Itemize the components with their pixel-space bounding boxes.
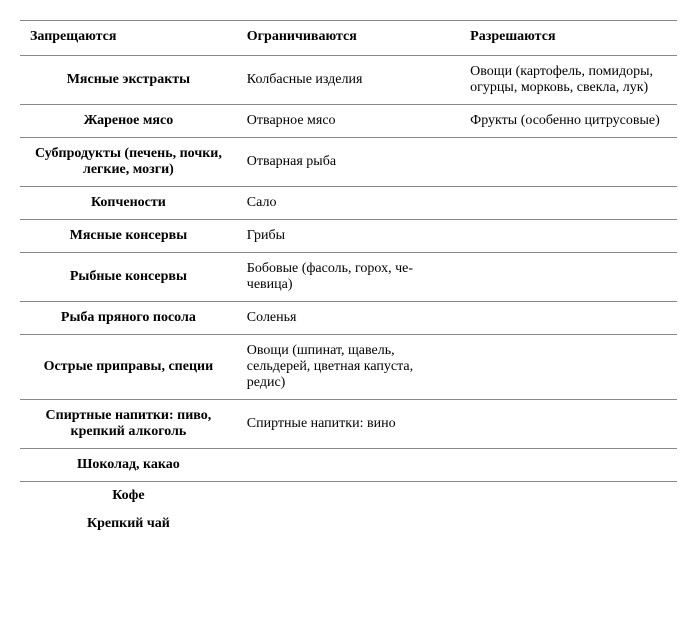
table-row: Крепкий чай bbox=[20, 510, 677, 538]
food-restrictions-table: Запрещаются Ограничиваются Разрешаются М… bbox=[20, 20, 677, 538]
cell-limited: Соленья bbox=[237, 302, 460, 335]
cell-forbidden: Субпродукты (печень, поч­ки, легкие, моз… bbox=[20, 138, 237, 187]
cell-limited: Бобовые (фасоль, горох, че­чевица) bbox=[237, 253, 460, 302]
cell-limited: Отварное мясо bbox=[237, 105, 460, 138]
cell-forbidden: Кофе bbox=[20, 482, 237, 511]
cell-allowed bbox=[460, 253, 677, 302]
cell-limited: Спиртные напитки: вино bbox=[237, 400, 460, 449]
table-row: Субпродукты (печень, поч­ки, легкие, моз… bbox=[20, 138, 677, 187]
table-row: Шоколад, какао bbox=[20, 449, 677, 482]
header-limited: Ограничиваются bbox=[237, 21, 460, 56]
cell-forbidden: Мясные консервы bbox=[20, 220, 237, 253]
cell-allowed bbox=[460, 335, 677, 400]
table-row: Рыбные консервы Бобовые (фасоль, горох, … bbox=[20, 253, 677, 302]
cell-allowed bbox=[460, 400, 677, 449]
cell-limited: Отварная рыба bbox=[237, 138, 460, 187]
table-row: Кофе bbox=[20, 482, 677, 511]
cell-forbidden: Крепкий чай bbox=[20, 510, 237, 538]
header-forbidden: Запрещаются bbox=[20, 21, 237, 56]
cell-limited: Овощи (шпинат, щавель, сельдерей, цветна… bbox=[237, 335, 460, 400]
table-row: Мясные экстракты Колбасные изделия Овощи… bbox=[20, 56, 677, 105]
cell-allowed bbox=[460, 187, 677, 220]
cell-forbidden: Шоколад, какао bbox=[20, 449, 237, 482]
cell-allowed bbox=[460, 220, 677, 253]
cell-allowed bbox=[460, 449, 677, 482]
cell-allowed bbox=[460, 302, 677, 335]
cell-limited: Сало bbox=[237, 187, 460, 220]
cell-forbidden: Рыбные консервы bbox=[20, 253, 237, 302]
table-row: Острые приправы, специи Овощи (шпинат, щ… bbox=[20, 335, 677, 400]
table-row: Копчености Сало bbox=[20, 187, 677, 220]
header-allowed: Разрешаются bbox=[460, 21, 677, 56]
table-row: Мясные консервы Грибы bbox=[20, 220, 677, 253]
cell-forbidden: Рыба пряного посола bbox=[20, 302, 237, 335]
table-header-row: Запрещаются Ограничиваются Разрешаются bbox=[20, 21, 677, 56]
cell-limited bbox=[237, 510, 460, 538]
cell-forbidden: Острые приправы, специи bbox=[20, 335, 237, 400]
cell-forbidden: Спиртные напитки: пиво, крепкий алкоголь bbox=[20, 400, 237, 449]
table-body: Мясные экстракты Колбасные изделия Овощи… bbox=[20, 56, 677, 539]
cell-allowed: Овощи (картофель, помидо­ры, огурцы, мор… bbox=[460, 56, 677, 105]
cell-allowed bbox=[460, 510, 677, 538]
cell-forbidden: Копчености bbox=[20, 187, 237, 220]
cell-limited: Колбасные изделия bbox=[237, 56, 460, 105]
cell-allowed: Фрукты (особенно цитрусо­вые) bbox=[460, 105, 677, 138]
cell-limited bbox=[237, 449, 460, 482]
cell-allowed bbox=[460, 138, 677, 187]
table-row: Спиртные напитки: пиво, крепкий алкоголь… bbox=[20, 400, 677, 449]
cell-limited bbox=[237, 482, 460, 511]
cell-forbidden: Мясные экстракты bbox=[20, 56, 237, 105]
cell-allowed bbox=[460, 482, 677, 511]
table-row: Жареное мясо Отварное мясо Фрукты (особе… bbox=[20, 105, 677, 138]
cell-forbidden: Жареное мясо bbox=[20, 105, 237, 138]
cell-limited: Грибы bbox=[237, 220, 460, 253]
table-row: Рыба пряного посола Соленья bbox=[20, 302, 677, 335]
